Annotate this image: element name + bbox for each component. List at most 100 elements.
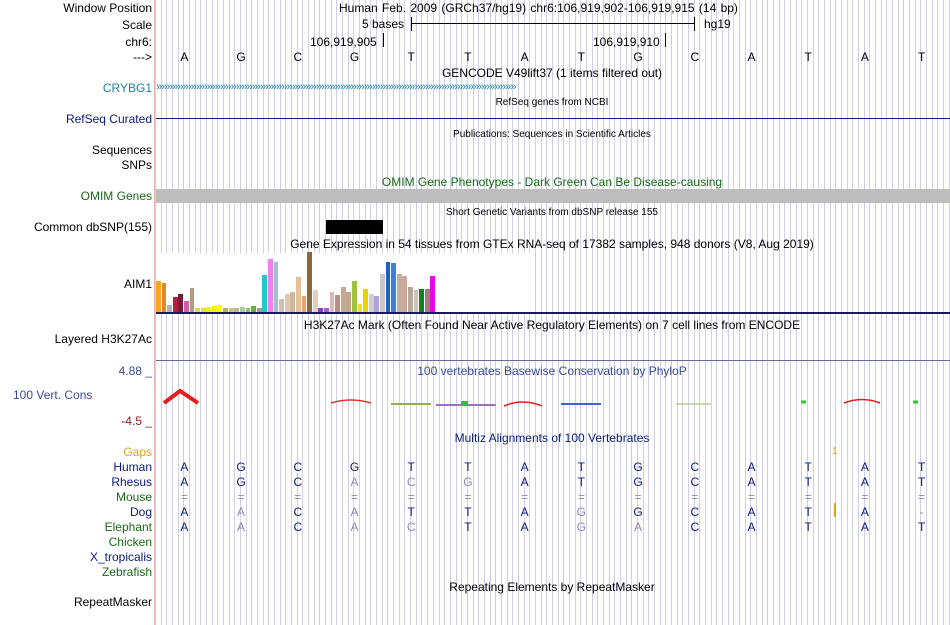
species-label[interactable]: Mouse [115,490,152,504]
gtex-tissue-bar[interactable] [335,295,340,312]
gtex-tissue-bar[interactable] [167,304,172,312]
alignment-base-text: = [861,490,869,504]
alignment-base-text: A [747,520,756,534]
publications-label-sequences[interactable]: Sequences [91,143,152,157]
gtex-tissue-bar[interactable] [251,306,256,312]
repeatmasker-track-label[interactable]: RepeatMasker [73,595,152,609]
gtex-tissue-bar[interactable] [419,289,424,312]
alignment-base-text: = [237,490,245,504]
gtex-tissue-bar[interactable] [324,308,329,312]
publications-label-snps[interactable]: SNPs [121,158,152,172]
species-label[interactable]: Rhesus [111,475,152,489]
gtex-tissue-bar[interactable] [352,280,357,312]
gtex-tissue-bar[interactable] [279,298,284,312]
gtex-track-label[interactable]: AIM1 [123,277,152,291]
gtex-tissue-bar[interactable] [290,291,296,312]
species-label[interactable]: Human [113,460,152,474]
base-letter-text: A [747,50,756,64]
base-letter-text: T [917,50,926,64]
ruler-coord-2: 106,919,910 [593,35,660,49]
alignment-base-text: A [860,460,869,474]
alignment-base-text: T [577,475,586,489]
alignment-base-text: = [464,490,472,504]
gtex-tissue-bar[interactable] [206,307,212,312]
alignment-base-text: C [406,520,416,534]
gtex-tissue-bar[interactable] [268,259,273,312]
grid-line [155,0,156,625]
dbsnp-track-label[interactable]: Common dbSNP(155) [33,220,152,234]
gtex-tissue-bar[interactable] [346,291,352,312]
h3k27ac-track-label[interactable]: Layered H3K27Ac [54,332,152,346]
gaps-label[interactable]: Gaps [123,445,152,459]
base-letter-text: T [407,50,415,64]
gtex-tissue-bar[interactable] [156,280,161,312]
gtex-tissue-bar[interactable] [273,261,279,312]
gtex-baseline [156,312,950,314]
gtex-tissue-bar[interactable] [363,289,368,312]
base-letter-text: C [293,50,303,64]
gtex-tissue-bar[interactable] [245,308,251,312]
gap-count-mark: 1 [832,446,838,457]
gtex-tissue-bar[interactable] [340,286,346,312]
omim-track-label[interactable]: OMIM Genes [80,189,152,203]
gtex-tissue-bar[interactable] [385,261,391,312]
gtex-tissue-bar[interactable] [262,274,268,312]
gtex-tissue-bar[interactable] [312,290,318,312]
refseq-track-label[interactable]: RefSeq Curated [65,112,152,126]
species-label[interactable]: Dog [129,505,152,519]
phylop-track-label[interactable]: 100 Vert. Cons [13,388,93,402]
omim-gene-bar[interactable] [156,189,950,203]
alignment-base-text: C [293,520,303,534]
alignment-base-text: G [633,460,643,474]
gtex-tissue-bar[interactable] [301,296,307,312]
dbsnp-variant-feature[interactable] [326,220,383,234]
gtex-tissue-bar[interactable] [402,276,408,312]
refseq-gene-line[interactable] [156,118,950,119]
gtex-tissue-bar[interactable] [189,288,195,312]
gtex-tissue-bar[interactable] [408,286,413,312]
species-label[interactable]: Zebrafish [101,565,152,579]
gtex-tissue-bar[interactable] [184,301,189,312]
gtex-tissue-bar[interactable] [200,308,206,312]
phylop-wiggle-plot[interactable] [156,385,950,415]
gtex-tissue-bar[interactable] [178,294,184,312]
gtex-tissue-bar[interactable] [161,283,167,312]
gtex-tissue-bar[interactable] [413,290,419,312]
crybg1-gene-feature[interactable]: ››››››››››››››››››››››››››››››››››››››››… [156,81,517,93]
alignment-base-text: = [634,490,642,504]
gtex-tissue-bar[interactable] [223,308,228,312]
gtex-tissue-bar[interactable] [307,252,312,312]
gtex-tissue-bar[interactable] [391,262,396,312]
species-label[interactable]: Elephant [104,520,152,534]
gtex-tissue-bar[interactable] [357,303,363,312]
gtex-tissue-bar[interactable] [424,289,430,312]
gtex-tissue-bar[interactable] [240,307,245,312]
gtex-tissue-bar[interactable] [172,297,178,312]
gtex-tissue-bar[interactable] [228,308,234,312]
gtex-tissue-bar[interactable] [368,294,374,312]
gtex-tissue-bar[interactable] [430,276,436,312]
phylop-peak-2 [330,399,372,404]
scale-label: Scale [121,18,152,32]
gtex-tissue-bar[interactable] [318,308,324,312]
gtex-tissue-bar[interactable] [284,294,290,312]
alignment-base-text: T [804,505,812,519]
gtex-tissue-bar[interactable] [380,273,385,312]
alignment-base-text: A [520,505,529,519]
gtex-tissue-bar[interactable] [329,291,335,312]
gtex-tissue-bar[interactable] [212,306,217,312]
species-label[interactable]: Chicken [108,535,152,549]
gtex-tissue-bar[interactable] [256,308,262,312]
gtex-tissue-bar[interactable] [396,273,402,312]
gtex-tissue-bar[interactable] [195,308,200,312]
gencode-item-label[interactable]: CRYBG1 [102,81,152,95]
h3k27ac-baseline [156,360,950,361]
alignment-base-text: C [690,505,700,519]
gtex-tissue-bar[interactable] [296,277,301,312]
species-label[interactable]: X_tropicalis [89,550,152,564]
alignment-base-text: = [577,490,585,504]
gtex-tissue-bar[interactable] [217,304,223,312]
gtex-tissue-bar[interactable] [374,296,380,312]
gtex-tissue-bar[interactable] [234,308,240,312]
